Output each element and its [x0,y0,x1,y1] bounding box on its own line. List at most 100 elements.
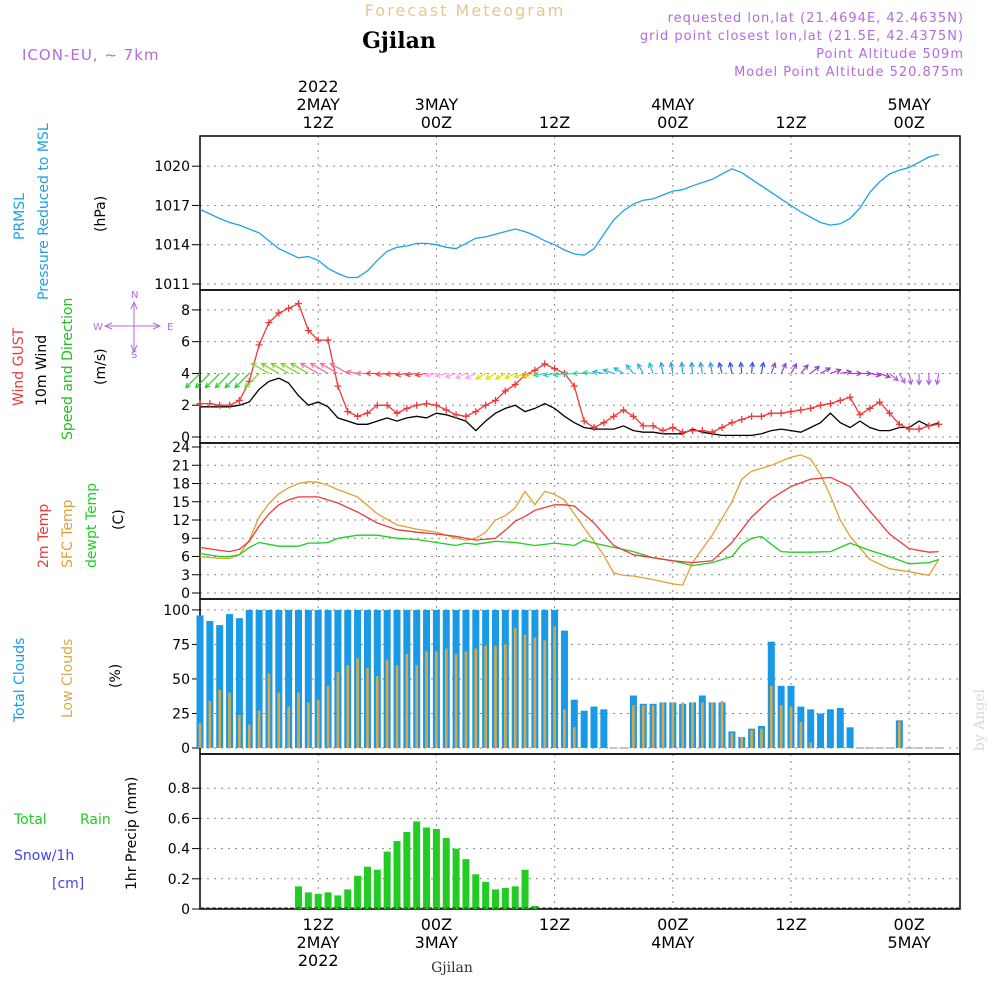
wind-direction-arrow [869,371,882,378]
temp-side-labels: 2m Temp SFC Temp dewpt Temp (C) [36,483,127,568]
wind-direction-arrow [494,372,506,380]
gust-marker [551,365,559,373]
total-cloud-bar [590,706,598,748]
wind-direction-arrow [424,372,437,378]
y-tick-label: 2 [181,398,190,414]
low-cloud-bar [395,665,399,748]
gust-marker [501,387,509,395]
rain-bar [373,869,381,909]
compass-arrows [103,300,162,354]
top-time-label: 00Z [894,113,925,132]
y-tick-label: 12 [172,513,190,529]
low-cloud-bar [671,702,675,748]
rain-bar [354,875,362,909]
rain-bar [462,859,470,909]
bottom-time-label: 2MAY [296,933,340,952]
low-cloud-bar [799,721,803,748]
y-tick-label: 1017 [154,198,190,214]
low-cloud-bar [898,721,901,748]
y-tick-label: 0 [181,902,190,918]
low-cloud-bar [228,692,231,748]
compass-e: E [167,322,173,333]
pressure-line [199,153,939,279]
total-cloud-bar [324,609,332,748]
cloud-unit: (%) [108,664,124,688]
low-cloud-bar [474,648,478,748]
product-title: Forecast Meteogram [365,1,565,20]
gust-marker [580,417,588,425]
speed-direction-label: Speed and Direction [60,298,76,440]
panel-frame [199,135,961,291]
top-time-label: 2022 [298,77,339,96]
wind-direction-arrow [319,362,339,374]
low-cloud-bar [809,742,812,748]
wind-direction-arrow [770,361,777,374]
low-cloud-bar [710,702,714,748]
gust-marker [895,420,903,428]
low-cloud-bar [573,727,576,748]
snow-unit-label: [cm] [52,876,84,892]
low-cloud-bar [760,728,763,748]
y-tick-label: 0 [181,586,190,602]
wind-direction-arrow [250,362,270,374]
total-cloud-bar [817,713,825,748]
bottom-time-label: 2022 [298,951,339,970]
wind-direction-arrow [270,362,289,374]
wind-direction-arrow [464,372,477,380]
temp2m-label: 2m Temp [36,504,52,568]
gust-marker [472,408,480,416]
gust-marker [324,336,332,344]
wind-direction-arrow [898,373,906,385]
rain-bar [363,866,371,909]
wind-side-labels: Wind GUST 10m Wind Speed and Direction (… [11,290,173,440]
low-cloud-bar [247,724,251,748]
gust-marker [511,381,519,389]
rain-bar [442,838,450,909]
y-tick-label: 21 [172,458,190,474]
bottom-time-label: 00Z [894,915,925,934]
low-cloud-bar [779,705,783,748]
wind-direction-arrow [889,372,899,382]
wind-direction-arrow [830,368,842,375]
wind-direction-arrow [454,372,467,380]
dewpt-temp-line [199,534,939,567]
sfc-temp-line [199,454,940,586]
wind-direction-arrow [925,373,932,386]
gust-marker [304,327,312,335]
low-cloud-bar [415,665,418,748]
low-cloud-bar [405,654,409,748]
gust-marker [373,401,381,409]
temp-unit: (C) [111,509,127,530]
wind-direction-arrow [299,362,319,374]
low-cloud-bar [740,736,744,748]
total-cloud-bar [600,709,608,748]
total-cloud-bar [226,614,234,748]
low-cloud-bar [366,667,369,748]
wind-direction-arrow [224,373,240,389]
wind-direction-arrow [810,365,821,374]
gust-marker [295,300,302,308]
wind-direction-arrow [434,372,447,379]
precip-side-labels: Total Rain Snow/1h [cm] 1hr Precip (mm) [13,777,140,892]
wind-direction-arrow [394,371,407,378]
gust-marker [876,398,884,406]
top-time-label: 12Z [539,113,570,132]
temperature-panel: 0 3 6 9 12 15 18 21 24 [172,440,961,602]
gust-marker [915,425,923,433]
y-tick-label: 4 [181,366,190,382]
gust-marker [196,400,204,408]
gust-marker [817,401,825,409]
wind-direction-arrow [214,373,230,389]
y-tick-label: 3 [181,568,190,584]
total-cloud-bar [216,625,224,748]
dewpt-label: dewpt Temp [84,483,100,568]
gust-marker [698,427,706,435]
wind-direction-arrow [234,373,250,389]
wind-direction-arrow [840,369,853,376]
total-cloud-bar [570,699,578,748]
gust-marker [206,400,214,408]
low-cloud-bar [730,732,734,748]
wind-direction-arrow [658,361,665,374]
gust-marker [344,408,352,416]
gust-marker [226,401,234,409]
